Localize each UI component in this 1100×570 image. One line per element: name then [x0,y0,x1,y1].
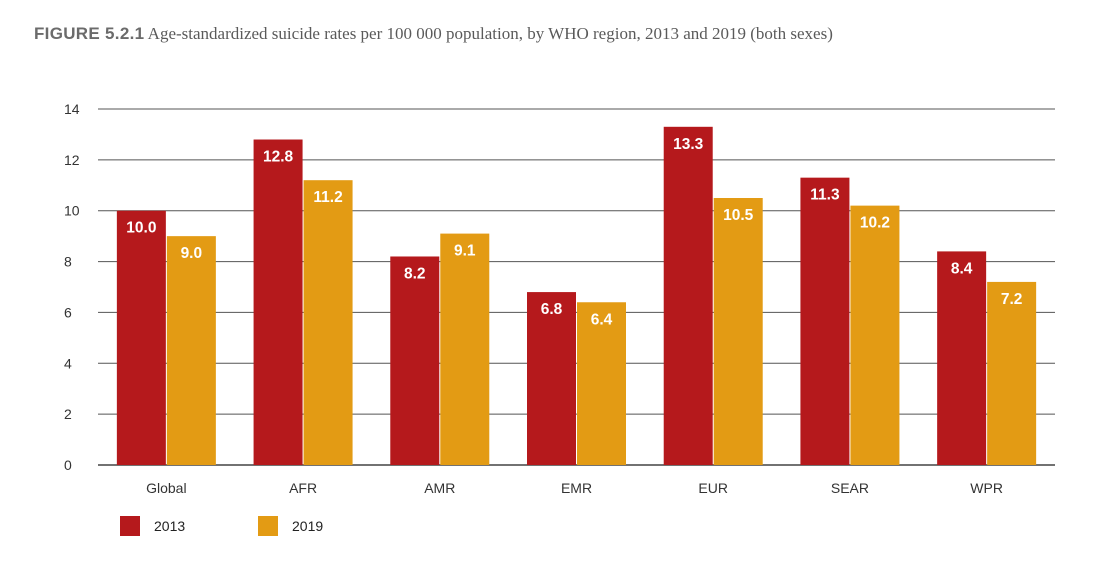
bar-2013 [527,292,576,465]
bar-2013 [116,210,166,465]
legend-swatch-2019 [258,516,278,536]
x-tick-label: AFR [289,480,317,496]
data-label: 10.5 [723,207,754,224]
figure-title: FIGURE 5.2.1 Age-standardized suicide ra… [34,24,833,44]
data-label: 8.4 [951,260,973,277]
y-tick-label: 0 [64,457,72,473]
data-label: 6.4 [591,311,613,328]
value-labels: 10.0 9.0 12.8 11.2 8.2 9.1 6.8 6.4 13.3 10.5 11.3 1… [126,136,1022,328]
data-label: 7.2 [1001,291,1023,308]
data-label: 11.2 [313,189,342,206]
data-label: 13.3 [673,136,704,153]
bar-2019 [713,198,763,465]
bar-2019 [577,302,626,465]
legend-swatch-2013 [120,516,140,536]
gridlines [98,108,1055,466]
x-tick-label: SEAR [831,480,869,496]
y-axis-ticks: 0 2 4 6 8 10 12 14 [64,101,80,473]
bar-2013 [390,256,440,465]
y-tick-label: 14 [64,101,80,117]
data-label: 6.8 [541,301,563,318]
bar-2013 [937,251,987,465]
x-tick-label: Global [146,480,186,496]
figure-caption: Age-standardized suicide rates per 100 0… [147,24,833,43]
legend-label: 2013 [154,518,185,534]
y-tick-label: 8 [64,254,72,270]
legend-label: 2019 [292,518,323,534]
y-tick-label: 4 [64,355,72,371]
x-tick-label: EMR [561,480,592,496]
bar-2013 [800,177,850,465]
y-tick-label: 2 [64,406,72,422]
bar-2019 [850,205,900,465]
bars [116,126,1037,466]
bar-2013 [253,139,303,465]
bar-2019 [303,180,353,465]
x-tick-label: AMR [424,480,455,496]
x-axis-ticks: Global AFR AMR EMR EUR SEAR WPR [146,480,1003,496]
data-label: 10.0 [126,220,156,237]
data-label: 9.0 [181,245,203,262]
data-label: 9.1 [454,243,476,260]
y-tick-label: 12 [64,152,80,168]
figure-label: FIGURE 5.2.1 [34,24,145,43]
bar-2019 [166,236,216,465]
x-tick-label: WPR [970,480,1003,496]
data-label: 10.2 [860,215,890,232]
bar-2013 [663,126,713,466]
x-tick-label: EUR [698,480,728,496]
data-label: 11.3 [810,187,840,204]
data-label: 12.8 [263,149,294,166]
y-tick-label: 6 [64,304,72,320]
bar-2019 [987,281,1037,465]
data-label: 8.2 [404,265,426,282]
legend: 2013 2019 [120,516,323,536]
y-tick-label: 10 [64,203,80,219]
bar-2019 [440,233,490,465]
